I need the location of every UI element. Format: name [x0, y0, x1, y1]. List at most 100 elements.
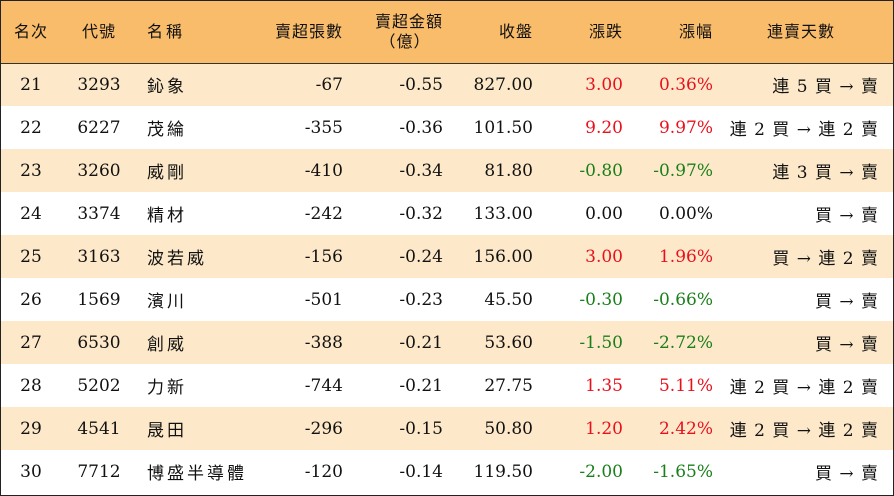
table-row: 22 6227 茂綸 -355 -0.36 101.50 9.20 9.97% 連 2 買 → … — [1, 106, 893, 149]
cell-close: 27.75 — [484, 375, 533, 396]
cell-sell-amount: -0.21 — [399, 332, 443, 353]
cell-pct: 0.36% — [658, 74, 713, 95]
cell-pct: 0.00% — [658, 203, 713, 224]
cell-close: 133.00 — [473, 203, 533, 224]
cell-pct: 5.11% — [658, 375, 713, 396]
cell-sell-amount: -0.21 — [399, 375, 443, 396]
cell-close: 53.60 — [484, 332, 533, 353]
cell-streak: 買 → 賣 — [814, 292, 879, 312]
cell-change: -2.00 — [579, 461, 623, 482]
cell-rank: 30 — [20, 461, 42, 482]
cell-close: 45.50 — [484, 289, 533, 310]
cell-name: 創威 — [147, 335, 187, 355]
cell-pct: -2.72% — [653, 332, 713, 353]
cell-sell-lots: -156 — [304, 246, 343, 267]
header-sell-lots: 賣超張數 — [257, 1, 353, 64]
cell-name: 精材 — [147, 206, 187, 226]
header-name: 名稱 — [137, 1, 257, 64]
header-change: 漲跌 — [543, 1, 633, 64]
cell-sell-lots: -410 — [304, 160, 343, 181]
cell-code: 3374 — [77, 203, 121, 224]
cell-code: 3260 — [77, 160, 121, 181]
cell-rank: 26 — [20, 289, 42, 310]
cell-rank: 29 — [20, 418, 42, 439]
cell-code: 6530 — [77, 332, 121, 353]
cell-name: 力新 — [147, 378, 187, 398]
cell-streak: 買 → 連 2 賣 — [772, 249, 879, 269]
cell-sell-lots: -388 — [304, 332, 343, 353]
cell-rank: 25 — [20, 246, 42, 267]
cell-name: 晟田 — [147, 421, 187, 441]
table-row: 23 3260 威剛 -410 -0.34 81.80 -0.80 -0.97% 連 3 買 →… — [1, 149, 893, 192]
table-row: 28 5202 力新 -744 -0.21 27.75 1.35 5.11% 連 2 買 → 連… — [1, 364, 893, 407]
cell-sell-amount: -0.55 — [399, 74, 443, 95]
cell-sell-lots: -242 — [304, 203, 343, 224]
header-code: 代號 — [61, 1, 137, 64]
cell-rank: 21 — [20, 74, 42, 95]
cell-code: 6227 — [77, 117, 121, 138]
cell-streak: 連 3 買 → 賣 — [772, 163, 879, 183]
cell-close: 156.00 — [473, 246, 533, 267]
cell-rank: 24 — [20, 203, 42, 224]
cell-code: 1569 — [77, 289, 121, 310]
cell-sell-amount: -0.32 — [399, 203, 443, 224]
cell-code: 3163 — [77, 246, 121, 267]
cell-close: 50.80 — [484, 418, 533, 439]
cell-code: 4541 — [77, 418, 121, 439]
cell-code: 7712 — [77, 461, 121, 482]
header-sell-amount-line1: 賣超金額 — [374, 11, 443, 31]
cell-sell-amount: -0.23 — [399, 289, 443, 310]
cell-sell-lots: -355 — [304, 117, 343, 138]
cell-change: 9.20 — [585, 117, 623, 138]
cell-name: 威剛 — [147, 163, 187, 183]
cell-streak: 買 → 賣 — [814, 335, 879, 355]
cell-streak: 連 2 買 → 連 2 賣 — [729, 421, 879, 441]
header-sell-amount-line2: （億） — [379, 31, 431, 51]
cell-rank: 28 — [20, 375, 42, 396]
cell-sell-lots: -744 — [304, 375, 343, 396]
cell-streak: 連 5 買 → 賣 — [772, 77, 879, 98]
cell-pct: 9.97% — [658, 117, 713, 138]
table-row: 29 4541 晟田 -296 -0.15 50.80 1.20 2.42% 連 2 買 → 連… — [1, 407, 893, 450]
cell-sell-amount: -0.15 — [399, 418, 443, 439]
cell-change: -1.50 — [579, 332, 623, 353]
cell-streak: 連 2 買 → 連 2 賣 — [729, 378, 879, 398]
header-streak: 連賣天數 — [723, 1, 893, 64]
cell-change: 1.35 — [585, 375, 623, 396]
cell-change: -0.80 — [579, 160, 623, 181]
cell-streak: 買 → 賣 — [814, 464, 879, 484]
cell-sell-lots: -120 — [304, 461, 343, 482]
header-pct: 漲幅 — [633, 1, 723, 64]
cell-sell-amount: -0.34 — [399, 160, 443, 181]
cell-sell-amount: -0.36 — [399, 117, 443, 138]
cell-rank: 27 — [20, 332, 42, 353]
header-close: 收盤 — [453, 1, 543, 64]
table-row: 24 3374 精材 -242 -0.32 133.00 0.00 0.00% 買 → 賣 — [1, 192, 893, 235]
cell-rank: 23 — [20, 160, 42, 181]
cell-code: 5202 — [77, 375, 121, 396]
cell-close: 101.50 — [473, 117, 533, 138]
cell-close: 119.50 — [473, 461, 533, 482]
cell-sell-amount: -0.14 — [399, 461, 443, 482]
cell-streak: 買 → 賣 — [814, 206, 879, 226]
table-row: 25 3163 波若威 -156 -0.24 156.00 3.00 1.96% 買 → 連 2… — [1, 235, 893, 278]
header-rank: 名次 — [1, 1, 61, 64]
cell-pct: 1.96% — [658, 246, 713, 267]
cell-close: 81.80 — [484, 160, 533, 181]
table-body: 21 3293 鈊象 -67 -0.55 827.00 3.00 0.36% 連 5 買 → 賣… — [1, 63, 893, 493]
table-header-row: 名次 代號 名稱 賣超張數 賣超金額 （億） 收盤 漲跌 漲幅 連賣天數 — [1, 1, 893, 64]
cell-sell-lots: -67 — [315, 74, 343, 95]
cell-pct: -0.97% — [653, 160, 713, 181]
cell-change: 0.00 — [585, 203, 623, 224]
cell-code: 3293 — [77, 74, 121, 95]
cell-name: 濱川 — [147, 292, 187, 312]
cell-pct: -0.66% — [653, 289, 713, 310]
cell-pct: 2.42% — [658, 418, 713, 439]
cell-close: 827.00 — [473, 74, 533, 95]
cell-sell-lots: -296 — [304, 418, 343, 439]
table-row: 21 3293 鈊象 -67 -0.55 827.00 3.00 0.36% 連 5 買 → 賣 — [1, 63, 893, 106]
cell-change: 1.20 — [585, 418, 623, 439]
cell-streak: 連 2 買 → 連 2 賣 — [729, 120, 879, 140]
cell-rank: 22 — [20, 117, 42, 138]
